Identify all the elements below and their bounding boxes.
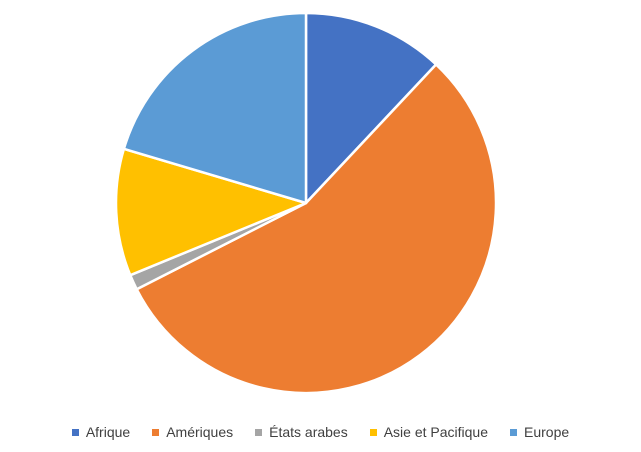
legend-label-europe: Europe bbox=[524, 424, 570, 440]
legend-swatch-asie-pacifique bbox=[369, 428, 377, 436]
legend-label-asie-pacifique: Asie et Pacifique bbox=[383, 424, 489, 440]
legend-label-afrique: Afrique bbox=[85, 424, 131, 440]
pie-slice-europe bbox=[122, 11, 308, 205]
pie-slice-ameriques bbox=[135, 63, 498, 395]
pie-chart bbox=[114, 11, 498, 395]
legend-label-ameriques: Amériques bbox=[166, 424, 234, 440]
legend-swatch-europe bbox=[510, 428, 518, 436]
pie-slice-asie-pacifique bbox=[114, 147, 308, 277]
legend-swatch-afrique bbox=[71, 428, 79, 436]
legend-item-etats-arabes: États arabes bbox=[255, 424, 348, 440]
legend-swatch-etats-arabes bbox=[255, 428, 263, 436]
legend-item-ameriques: Amériques bbox=[152, 424, 233, 440]
legend-swatch-ameriques bbox=[152, 428, 160, 436]
legend-item-afrique: Afrique bbox=[71, 424, 131, 440]
pie-slice-afrique bbox=[304, 11, 438, 205]
legend-item-asie-pacifique: Asie et Pacifique bbox=[369, 424, 489, 440]
legend: Afrique Amériques États arabes Asie et P… bbox=[0, 422, 641, 442]
legend-item-europe: Europe bbox=[510, 424, 569, 440]
legend-label-etats-arabes: États arabes bbox=[269, 424, 348, 440]
